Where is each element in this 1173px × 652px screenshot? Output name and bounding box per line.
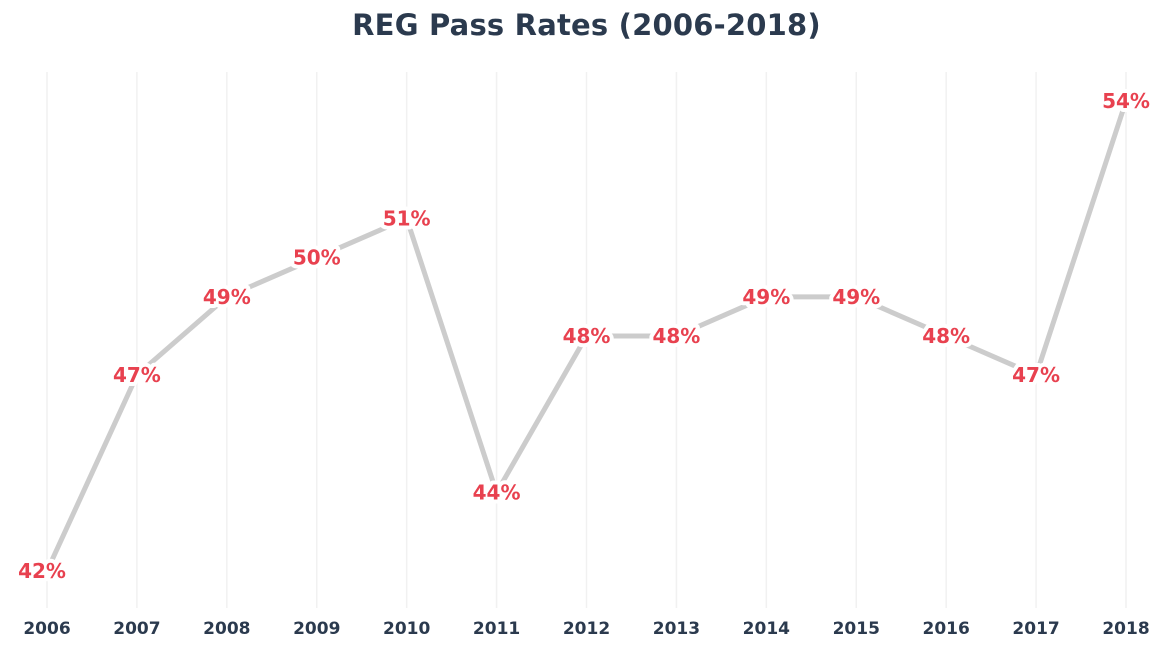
data-labels: 42% 47% 49% 50% 51% 44% 48% 48% 49% 49% 48% 47% 54% bbox=[14, 85, 1154, 587]
x-tick-label: 2007 bbox=[113, 619, 160, 639]
data-label: 44% bbox=[473, 481, 521, 505]
series-line bbox=[44, 98, 1129, 574]
data-label: 49% bbox=[742, 285, 790, 309]
x-tick-label: 2018 bbox=[1102, 619, 1149, 639]
gridlines bbox=[46, 72, 1127, 608]
data-label: 42% bbox=[18, 559, 66, 583]
x-tick-label: 2014 bbox=[743, 619, 790, 639]
x-tick-label: 2009 bbox=[293, 619, 340, 639]
data-label: 49% bbox=[832, 285, 880, 309]
x-tick-label: 2013 bbox=[653, 619, 700, 639]
data-label: 51% bbox=[383, 207, 431, 231]
data-label: 47% bbox=[113, 363, 161, 387]
data-label: 48% bbox=[922, 324, 970, 348]
x-tick-label: 2011 bbox=[473, 619, 520, 639]
data-label: 50% bbox=[293, 246, 341, 270]
x-tick-label: 2016 bbox=[923, 619, 970, 639]
data-label: 48% bbox=[652, 324, 700, 348]
x-tick-label: 2017 bbox=[1012, 619, 1059, 639]
data-label: 49% bbox=[203, 285, 251, 309]
x-tick-label: 2006 bbox=[23, 619, 70, 639]
chart-title: REG Pass Rates (2006-2018) bbox=[352, 8, 821, 42]
x-axis-tick-labels: 2006 2007 2008 2009 2010 2011 2012 2013 2014 2015… bbox=[23, 619, 1149, 639]
data-label: 47% bbox=[1012, 363, 1060, 387]
x-tick-label: 2015 bbox=[833, 619, 880, 639]
data-label: 54% bbox=[1102, 89, 1150, 113]
x-tick-label: 2010 bbox=[383, 619, 430, 639]
x-tick-label: 2012 bbox=[563, 619, 610, 639]
data-label: 48% bbox=[563, 324, 611, 348]
x-tick-label: 2008 bbox=[203, 619, 250, 639]
